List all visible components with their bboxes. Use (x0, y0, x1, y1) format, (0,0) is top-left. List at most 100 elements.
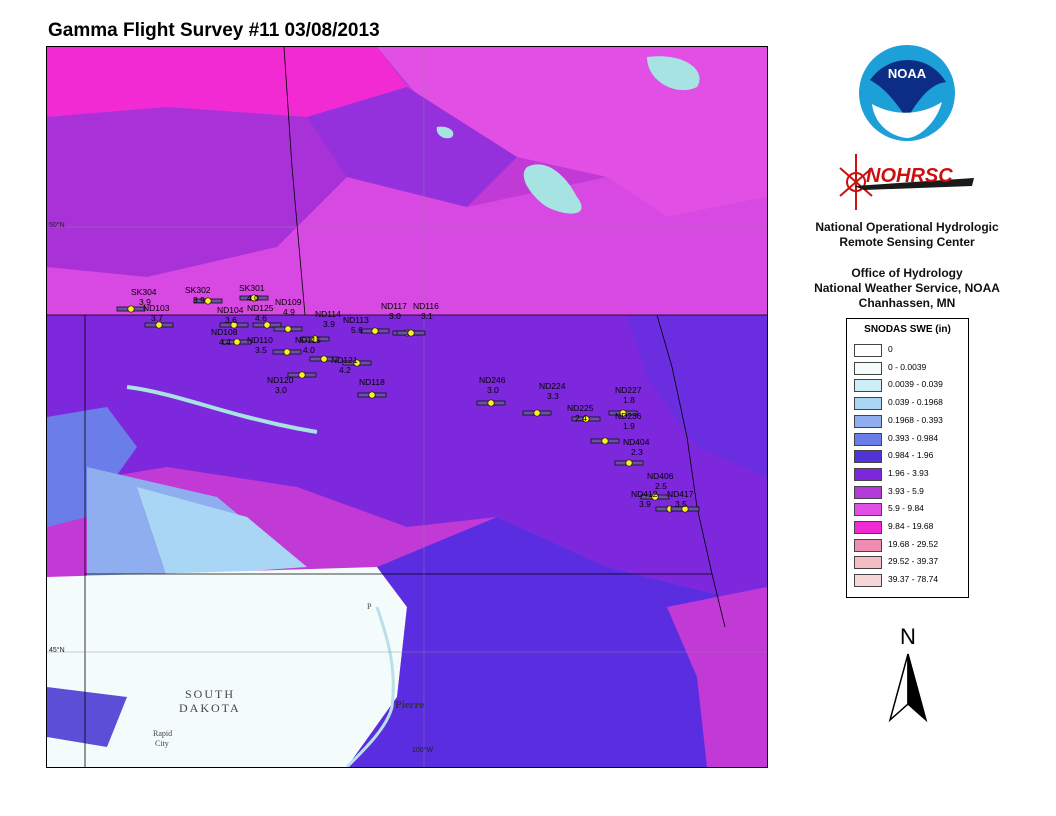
flight-line-name: ND225 (567, 403, 594, 413)
legend-label: 0.0039 - 0.039 (888, 379, 943, 390)
nohrsc-logo-text: NOHRSC (866, 165, 953, 187)
flight-line-swe-value: 2.5 (655, 481, 667, 491)
flight-line-swe-value: 2.3 (631, 447, 643, 457)
flight-line-marker[interactable] (320, 355, 328, 363)
flight-line-swe-value: 5.6 (351, 325, 363, 335)
legend-swatch (854, 556, 882, 570)
province-border (283, 47, 306, 316)
legend-label: 0 (888, 344, 893, 354)
flight-line-name: ND114 (315, 309, 341, 319)
flight-line-marker[interactable] (368, 391, 376, 399)
flight-line-marker[interactable] (250, 294, 258, 302)
zone-west-low (47, 407, 137, 527)
flight-line-marker[interactable] (311, 335, 319, 343)
flight-line-name: ND227 (615, 385, 642, 395)
flight-line-swe-value: 3.5 (255, 345, 267, 355)
lon-label-100: 100°W (412, 747, 434, 754)
flight-line-name: ND113 (343, 315, 369, 325)
flight-line-marker[interactable] (155, 321, 163, 329)
flight-line-swe-value: 3.0 (389, 311, 401, 321)
flight-line-name: ND120 (267, 375, 294, 385)
org-name-line1: National Operational Hydrologic (815, 220, 999, 234)
flight-line-name: ND115 (295, 335, 321, 345)
legend-label: 5.9 - 9.84 (888, 503, 924, 514)
flight-line-marker[interactable] (233, 338, 241, 346)
city-label-pierre: Pierre (395, 699, 425, 711)
flight-line-marker[interactable] (625, 459, 633, 467)
north-arrow-icon: N (888, 624, 928, 723)
flight-line-swe-value: 4.9 (283, 307, 295, 317)
flight-line-marker[interactable] (230, 321, 238, 329)
legend-label: 3.93 - 5.9 (888, 485, 924, 496)
flight-line-swe-value: 3.1 (421, 311, 433, 321)
legend-title: SNODAS SWE (in) (864, 324, 951, 335)
flight-line-name: ND125 (247, 303, 274, 313)
missouri-river (345, 606, 395, 767)
flight-line-marker[interactable] (487, 399, 495, 407)
flight-line-swe-value: 3.7 (151, 313, 163, 323)
lake-sakakawea (126, 385, 318, 434)
legend-swatch (854, 521, 882, 534)
legend-label: 0.039 - 0.1968 (888, 397, 943, 408)
flight-line-swe-value: 3.9 (639, 499, 651, 509)
flight-line-name: ND224 (539, 381, 566, 391)
lat-label-45: 45°N (49, 647, 65, 654)
flight-line-marker[interactable] (407, 329, 415, 337)
flight-line-swe-value: 2.4 (575, 413, 587, 423)
office-line3: Chanhassen, MN (858, 296, 956, 310)
legend-label: 9.84 - 19.68 (888, 521, 934, 531)
flight-line-marker[interactable] (263, 321, 271, 329)
flight-line-name: ND417 (667, 489, 694, 499)
flight-line-marker[interactable] (283, 348, 291, 356)
flight-line-name: ND108 (211, 327, 238, 337)
flight-line-marker[interactable] (298, 371, 306, 379)
flight-line-marker[interactable] (651, 493, 659, 501)
flight-line-swe-value: 4.0 (247, 293, 259, 303)
swe-legend: SNODAS SWE (in) 0 0 - 0.0039 0.0039 - 0.03… (846, 318, 969, 598)
flight-line-name: SK302 (185, 285, 211, 295)
flight-line-marker[interactable] (284, 325, 292, 333)
north-arrow-label: N (900, 624, 916, 649)
org-name-line2: Remote Sensing Center (839, 235, 975, 249)
flight-line-swe-value: 4.6 (255, 313, 267, 323)
lake-manitoba (523, 164, 582, 214)
legend-swatch (854, 414, 882, 428)
flight-line-marker[interactable] (353, 359, 361, 367)
flight-line-name: ND121 (331, 355, 358, 365)
flight-line-name: ND110 (247, 335, 273, 345)
legend-label: 0.1968 - 0.393 (888, 414, 943, 425)
flight-line-marker[interactable] (582, 415, 590, 423)
legend-swatch (854, 361, 882, 375)
legend-swatch (854, 485, 882, 499)
flight-line-marker[interactable] (601, 437, 609, 445)
legend-label: 39.37 - 78.74 (888, 574, 939, 585)
map-canvas: SK3043.9SK3023.9SK3014.0ND1033.7ND1043.6… (47, 47, 767, 767)
noaa-logo: NOAA (859, 45, 955, 141)
flight-line-swe-value: 4.2 (339, 365, 351, 375)
flight-line-swe-value: 4.4 (219, 337, 231, 347)
flight-line-swe-value: 1.8 (623, 395, 635, 405)
legend-label: 29.52 - 39.37 (888, 556, 939, 567)
flight-line-marker[interactable] (619, 409, 627, 417)
flight-line-name: ND246 (479, 375, 506, 385)
flight-line-marker[interactable] (204, 297, 212, 305)
flight-lines-layer: SK3043.9SK3023.9SK3014.0ND1033.7ND1043.6… (116, 283, 700, 513)
zone-no-snow-sd (47, 567, 407, 767)
zone-saskatchewan (47, 107, 347, 277)
flight-line-marker[interactable] (371, 327, 379, 335)
flight-line-name: ND118 (359, 377, 385, 387)
flight-line-swe-value: 4.0 (303, 345, 315, 355)
zone-red-river (627, 315, 767, 477)
legend-label: 19.68 - 29.52 (888, 538, 939, 549)
flight-line-swe-value: 3.9 (139, 297, 151, 307)
legend-swatch (854, 538, 882, 552)
legend-label: 0.984 - 1.96 (888, 450, 934, 461)
zone-north-dakota (47, 315, 767, 607)
legend-label: 0 - 0.0039 (888, 361, 927, 372)
river-marker: P (367, 602, 372, 611)
flight-line-name: SK304 (131, 287, 157, 297)
legend-swatch (854, 503, 882, 517)
flight-line-marker[interactable] (127, 305, 135, 313)
flight-line-marker[interactable] (533, 409, 541, 417)
flight-line-marker[interactable] (681, 505, 689, 513)
